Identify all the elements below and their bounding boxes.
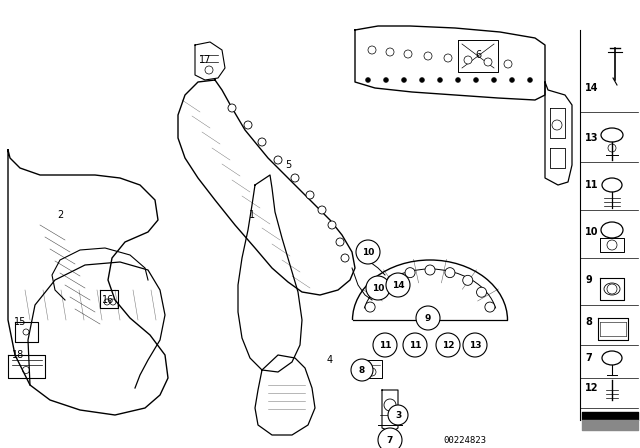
Circle shape	[341, 254, 349, 262]
Circle shape	[484, 58, 492, 66]
Circle shape	[477, 287, 486, 297]
Text: 12: 12	[585, 383, 598, 393]
Text: 4: 4	[327, 355, 333, 365]
Circle shape	[485, 302, 495, 312]
Circle shape	[504, 60, 512, 68]
Circle shape	[386, 273, 410, 297]
Circle shape	[258, 138, 266, 146]
Circle shape	[378, 428, 402, 448]
Circle shape	[244, 121, 252, 129]
Circle shape	[474, 78, 479, 82]
Circle shape	[438, 78, 442, 82]
Text: 10: 10	[372, 284, 384, 293]
Circle shape	[274, 156, 282, 164]
Circle shape	[365, 302, 375, 312]
Circle shape	[416, 306, 440, 330]
Circle shape	[318, 206, 326, 214]
Circle shape	[509, 78, 515, 82]
Circle shape	[365, 78, 371, 82]
Text: 14: 14	[392, 280, 404, 289]
Text: 13: 13	[585, 133, 598, 143]
Text: 9: 9	[585, 275, 592, 285]
Circle shape	[445, 267, 455, 278]
Circle shape	[306, 191, 314, 199]
Circle shape	[386, 48, 394, 56]
Text: 11: 11	[409, 340, 421, 349]
Text: 5: 5	[285, 160, 291, 170]
Text: 10: 10	[362, 247, 374, 257]
Text: 00224823: 00224823	[444, 435, 486, 444]
Text: 7: 7	[585, 353, 592, 363]
Circle shape	[351, 359, 373, 381]
Circle shape	[456, 78, 461, 82]
Circle shape	[463, 276, 473, 285]
Circle shape	[527, 78, 532, 82]
Text: 11: 11	[585, 180, 598, 190]
Circle shape	[291, 174, 299, 182]
Text: 18: 18	[12, 350, 24, 360]
Circle shape	[366, 276, 390, 300]
Circle shape	[383, 78, 388, 82]
Circle shape	[419, 78, 424, 82]
Circle shape	[436, 333, 460, 357]
Circle shape	[464, 56, 472, 64]
Circle shape	[356, 240, 380, 264]
Text: 11: 11	[379, 340, 391, 349]
Circle shape	[368, 46, 376, 54]
Text: 7: 7	[387, 435, 393, 444]
Circle shape	[388, 405, 408, 425]
Circle shape	[404, 50, 412, 58]
Circle shape	[373, 333, 397, 357]
Circle shape	[405, 267, 415, 278]
Text: 6: 6	[475, 50, 481, 60]
Text: 10: 10	[585, 227, 598, 237]
Circle shape	[425, 265, 435, 275]
Circle shape	[228, 104, 236, 112]
Text: 1: 1	[249, 210, 255, 220]
Circle shape	[403, 333, 427, 357]
Text: 8: 8	[359, 366, 365, 375]
Text: 15: 15	[14, 317, 26, 327]
Circle shape	[374, 287, 383, 297]
Text: 16: 16	[102, 295, 114, 305]
Text: 8: 8	[585, 317, 592, 327]
Text: 14: 14	[585, 83, 598, 93]
Text: 2: 2	[57, 210, 63, 220]
Circle shape	[444, 54, 452, 62]
Circle shape	[387, 276, 397, 285]
Circle shape	[401, 78, 406, 82]
Text: 17: 17	[199, 55, 211, 65]
Text: 12: 12	[442, 340, 454, 349]
Circle shape	[328, 221, 336, 229]
Text: 3: 3	[395, 410, 401, 419]
Circle shape	[463, 333, 487, 357]
Text: 13: 13	[468, 340, 481, 349]
Circle shape	[336, 238, 344, 246]
Text: 9: 9	[425, 314, 431, 323]
Circle shape	[424, 52, 432, 60]
Circle shape	[492, 78, 497, 82]
